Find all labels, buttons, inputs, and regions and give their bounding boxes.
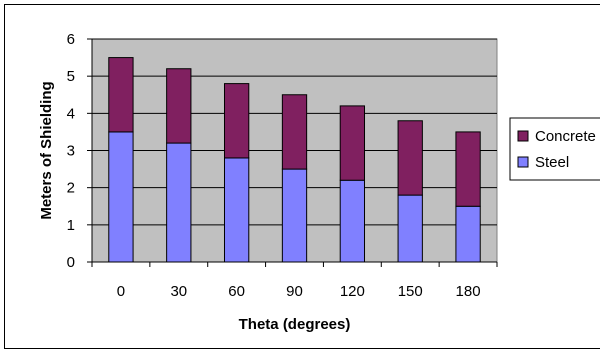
bar-steel-0 <box>108 131 134 263</box>
y-tick-label: 0 <box>67 254 75 271</box>
axes <box>87 38 498 267</box>
y-tick-label: 6 <box>67 31 75 48</box>
bar-steel-180 <box>455 205 481 263</box>
y-tick-label: 2 <box>67 180 75 197</box>
bar-concrete-90 <box>281 94 308 170</box>
bar-concrete-30 <box>166 68 192 144</box>
bar-steel-90 <box>281 168 308 263</box>
legend: Concrete Steel <box>509 117 600 181</box>
bars <box>108 57 481 263</box>
legend-box <box>509 117 600 181</box>
bar-concrete-0 <box>108 57 134 133</box>
legend-label-steel: Steel <box>535 154 569 171</box>
legend-label-concrete: Concrete <box>535 128 596 145</box>
bar-concrete-60 <box>223 83 250 159</box>
x-tick-labels: 0 30 60 90 120 150 180 <box>117 283 481 300</box>
legend-swatch-steel <box>517 156 529 168</box>
y-tick-label: 1 <box>67 217 75 234</box>
x-axis-title: Theta (degrees) <box>239 316 351 333</box>
x-tick-label: 30 <box>170 283 187 300</box>
x-tick-label: 0 <box>117 283 125 300</box>
bar-steel-120 <box>339 179 366 263</box>
bar-steel-60 <box>223 157 250 263</box>
y-tick-label: 5 <box>67 68 75 85</box>
bar-concrete-180 <box>455 131 481 207</box>
x-tick-label: 180 <box>456 283 481 300</box>
bar-concrete-120 <box>339 105 366 181</box>
bar-concrete-150 <box>397 120 423 196</box>
y-axis-title: Meters of Shielding <box>38 81 55 219</box>
y-tick-label: 3 <box>67 143 75 160</box>
x-tick-label: 120 <box>340 283 365 300</box>
x-tick-label: 150 <box>398 283 423 300</box>
bar-steel-150 <box>397 194 423 263</box>
y-tick-labels: 0 1 2 3 4 5 6 <box>67 31 75 271</box>
bar-steel-30 <box>166 142 192 263</box>
x-tick-label: 60 <box>228 283 245 300</box>
y-tick-label: 4 <box>67 105 75 122</box>
legend-swatch-concrete <box>517 130 529 142</box>
x-tick-label: 90 <box>286 283 303 300</box>
